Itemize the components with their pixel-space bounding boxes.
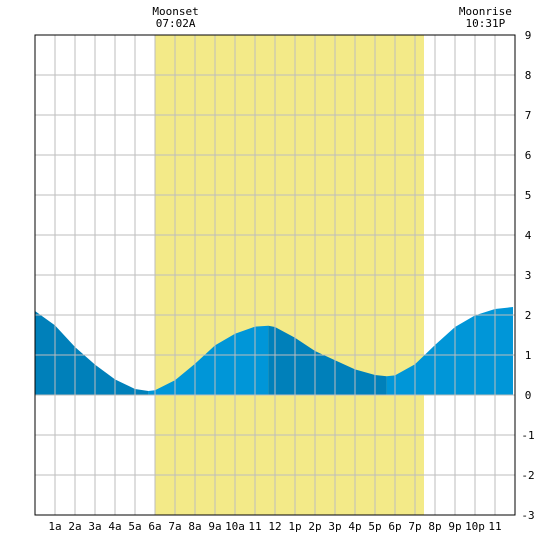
- y-tick-label: -3: [521, 509, 534, 522]
- y-tick-label: -2: [521, 469, 534, 482]
- moonrise-annotation: Moonrise 10:31P: [445, 6, 525, 30]
- x-tick-label: 6a: [148, 520, 161, 533]
- y-tick-label: 1: [525, 349, 532, 362]
- x-tick-label: 5a: [128, 520, 141, 533]
- moonset-annotation: Moonset 07:02A: [136, 6, 216, 30]
- x-tick-label: 2p: [308, 520, 321, 533]
- y-tick-label: 6: [525, 149, 532, 162]
- x-tick-label: 1a: [48, 520, 61, 533]
- x-tick-label: 7a: [168, 520, 181, 533]
- x-tick-label: 4a: [108, 520, 121, 533]
- moonset-time: 07:02A: [155, 17, 196, 30]
- y-tick-label: 8: [525, 69, 532, 82]
- moonset-title: Moonset: [152, 5, 199, 18]
- x-tick-label: 8p: [428, 520, 441, 533]
- tide-falling-segment: [268, 325, 387, 395]
- x-tick-label: 8a: [188, 520, 201, 533]
- moonrise-title: Moonrise: [458, 5, 512, 18]
- x-tick-label: 1p: [288, 520, 301, 533]
- y-tick-label: 0: [525, 389, 532, 402]
- y-tick-label: 5: [525, 189, 532, 202]
- x-tick-label: 4p: [348, 520, 361, 533]
- tide-rising-segment: [386, 307, 513, 395]
- y-axis-labels: -3 -2 -1 0 1 2 3 4 5 6 7 8 9: [521, 29, 534, 522]
- x-tick-label: 5p: [368, 520, 381, 533]
- y-tick-label: 7: [525, 109, 532, 122]
- x-tick-label: 3a: [88, 520, 101, 533]
- x-tick-label: 11: [248, 520, 261, 533]
- x-tick-label: 12: [268, 520, 281, 533]
- y-tick-label: 2: [525, 309, 532, 322]
- tide-area-layer: [35, 307, 513, 395]
- plot-frame: [34, 34, 516, 516]
- x-tick-label: 2a: [68, 520, 81, 533]
- tide-rising-segment: [148, 325, 269, 395]
- x-axis-labels: 1a 2a 3a 4a 5a 6a 7a 8a 9a 10a 11 12 1p 2p 3p 4p 5p 6p 7p 8…: [48, 520, 501, 533]
- x-tick-label: 9a: [208, 520, 221, 533]
- moonrise-time: 10:31P: [465, 17, 506, 30]
- x-tick-label: 10p: [465, 520, 485, 533]
- grid-layer: [35, 34, 515, 516]
- y-tick-label: 3: [525, 269, 532, 282]
- x-tick-label: 7p: [408, 520, 421, 533]
- x-tick-label: 3p: [328, 520, 341, 533]
- x-tick-label: 6p: [388, 520, 401, 533]
- y-tick-label: -1: [521, 429, 534, 442]
- y-tick-label: 9: [525, 29, 532, 42]
- x-tick-label: 9p: [448, 520, 461, 533]
- tide-falling-segment: [35, 311, 149, 395]
- y-tick-label: 4: [525, 229, 532, 242]
- x-tick-label: 11: [488, 520, 501, 533]
- x-tick-label: 10a: [225, 520, 245, 533]
